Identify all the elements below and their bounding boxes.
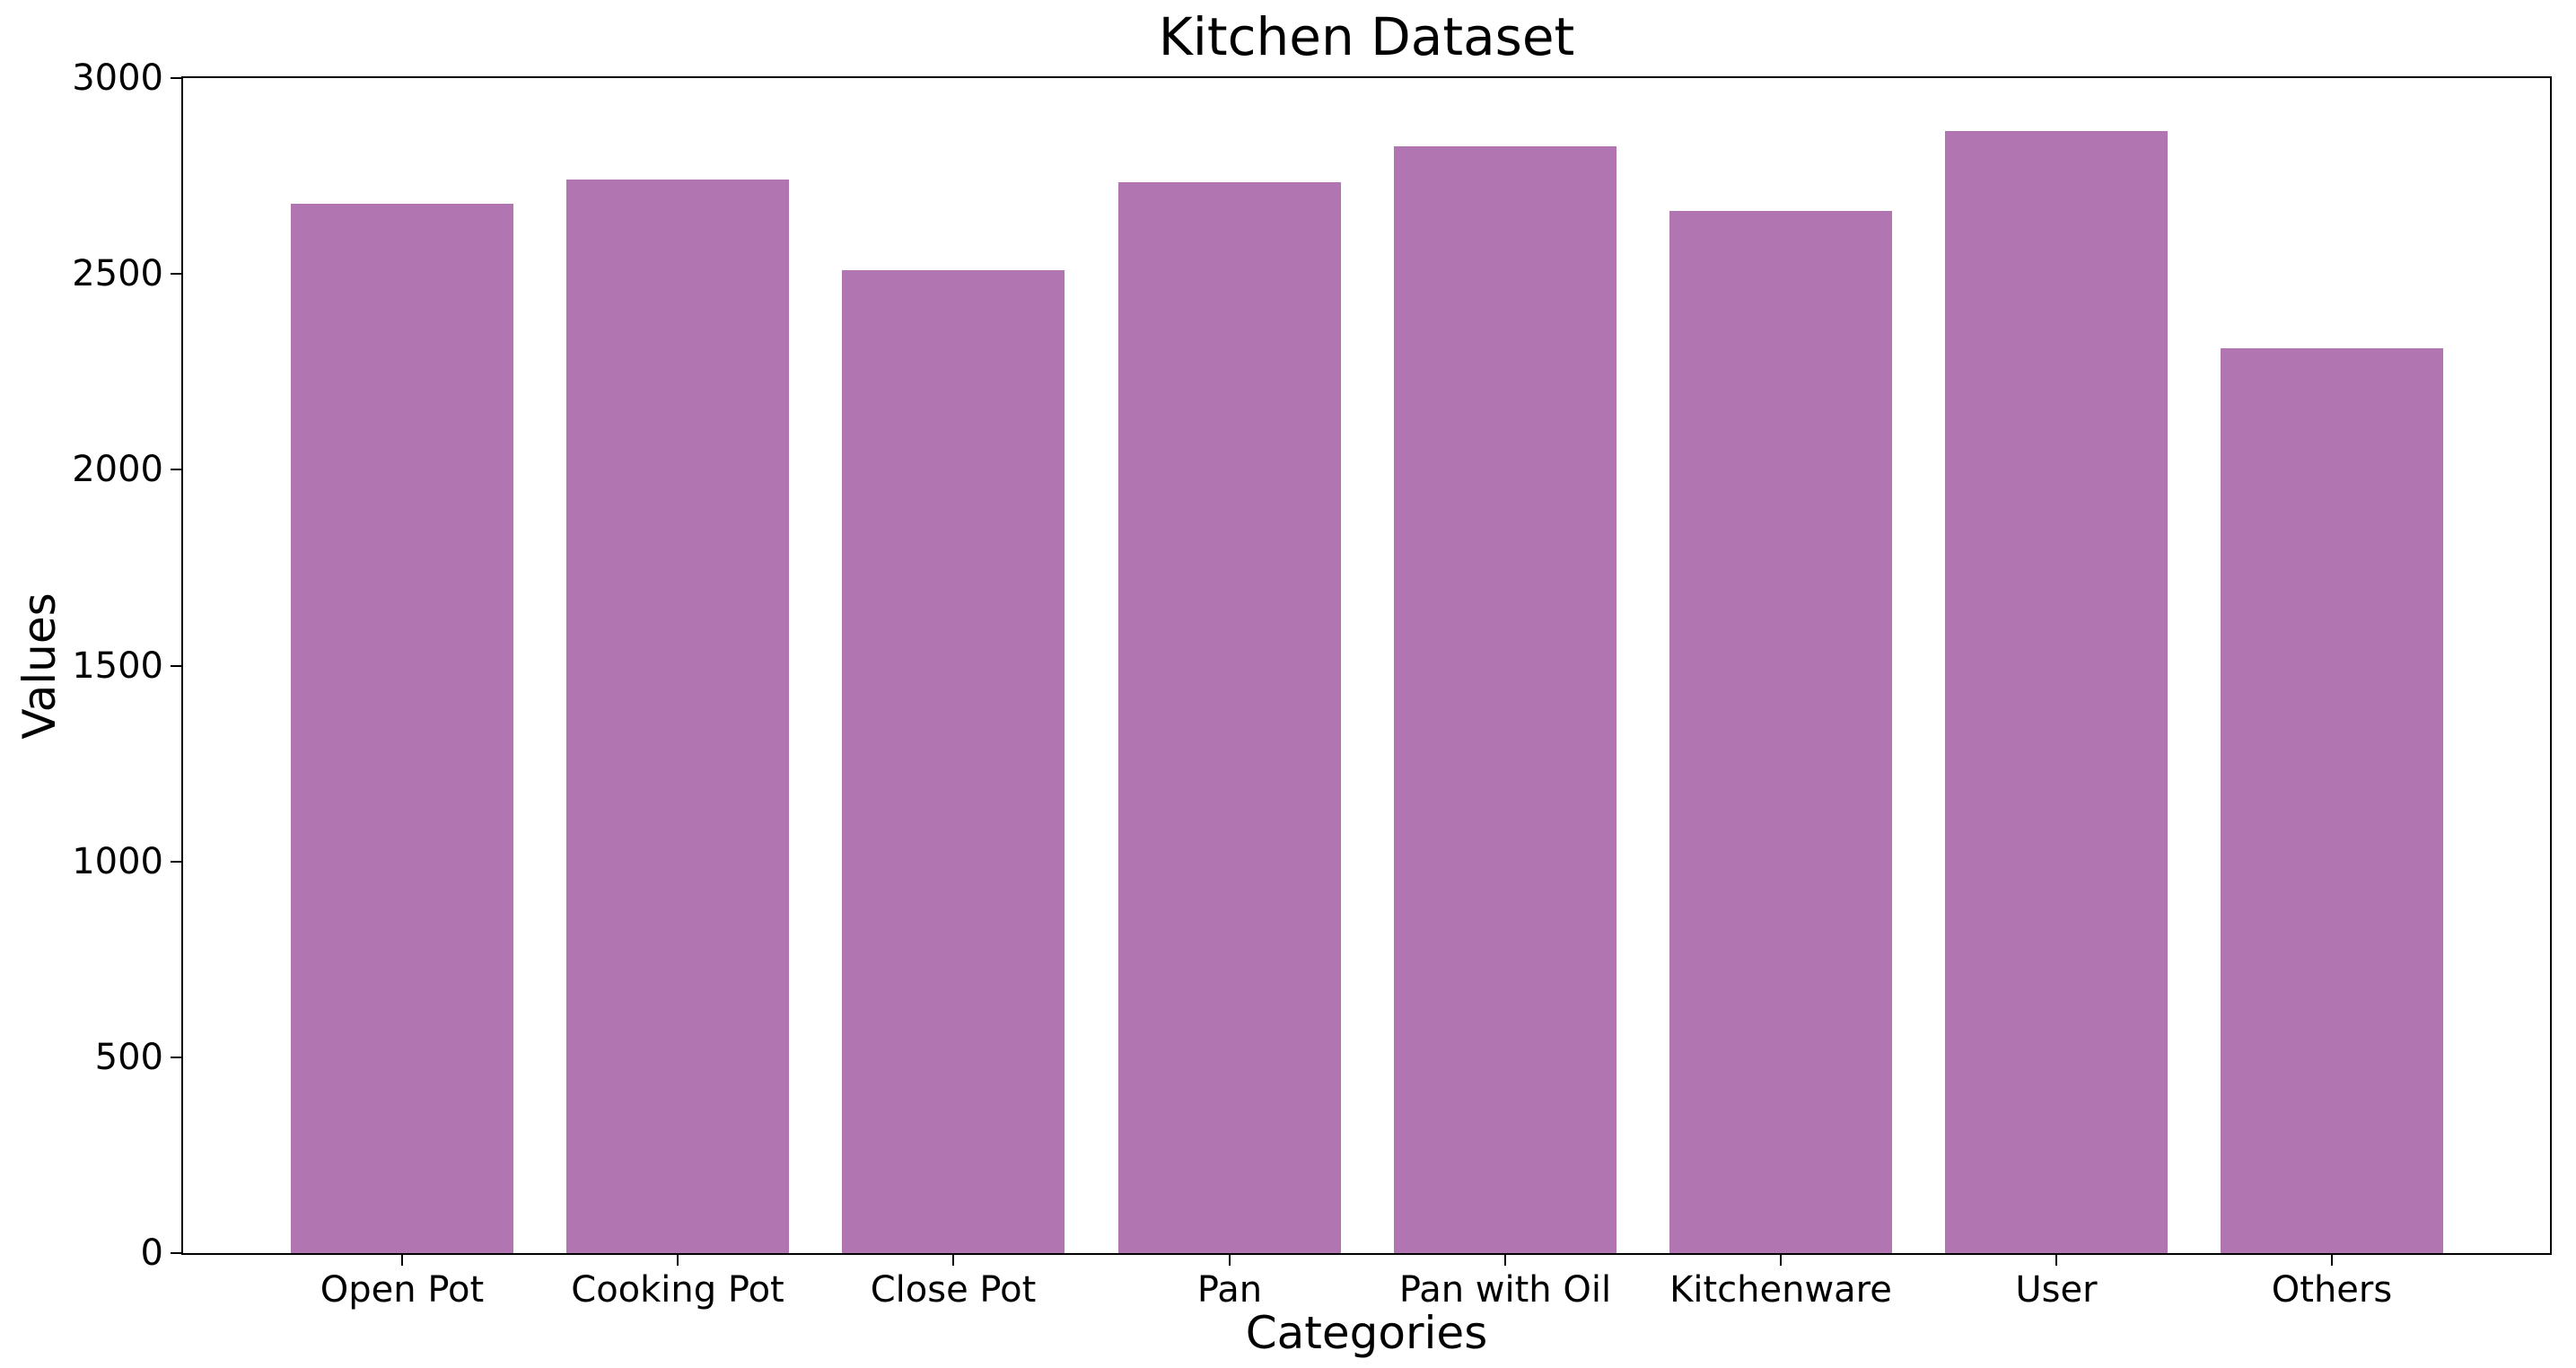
bar-pan-with-oil bbox=[1394, 146, 1617, 1253]
x-tick-label-user: User bbox=[2015, 1269, 2098, 1311]
y-tick-mark bbox=[171, 861, 181, 863]
y-tick-label: 500 bbox=[94, 1037, 163, 1078]
x-axis-label: Categories bbox=[1245, 1307, 1488, 1359]
x-tick-label-close-pot: Close Pot bbox=[870, 1269, 1037, 1311]
y-tick-mark bbox=[171, 77, 181, 79]
y-tick-mark bbox=[171, 273, 181, 275]
y-tick-label: 3000 bbox=[72, 57, 163, 99]
plot-area bbox=[181, 76, 2552, 1255]
x-tick-label-pan: Pan bbox=[1196, 1269, 1263, 1311]
bar-pan bbox=[1118, 182, 1341, 1253]
chart-title: Kitchen Dataset bbox=[1158, 6, 1575, 67]
y-tick-mark bbox=[171, 469, 181, 470]
bar-others bbox=[2221, 348, 2443, 1253]
x-tick-label-open-pot: Open Pot bbox=[320, 1269, 485, 1311]
x-tick-mark bbox=[1229, 1255, 1231, 1266]
x-tick-mark bbox=[952, 1255, 954, 1266]
x-tick-mark bbox=[2055, 1255, 2057, 1266]
bar-user bbox=[1945, 131, 2168, 1253]
y-tick-mark bbox=[171, 1057, 181, 1058]
x-tick-mark bbox=[1504, 1255, 1506, 1266]
bar-kitchenware bbox=[1669, 211, 1892, 1253]
x-tick-mark bbox=[1780, 1255, 1782, 1266]
x-tick-label-kitchenware: Kitchenware bbox=[1669, 1269, 1892, 1311]
y-tick-label: 0 bbox=[140, 1232, 163, 1274]
bar-close-pot bbox=[842, 270, 1065, 1253]
y-tick-label: 1500 bbox=[72, 645, 163, 687]
x-tick-mark bbox=[677, 1255, 679, 1266]
x-tick-label-cooking-pot: Cooking Pot bbox=[571, 1269, 784, 1311]
x-tick-mark bbox=[2331, 1255, 2333, 1266]
y-tick-mark bbox=[171, 665, 181, 667]
y-tick-label: 2000 bbox=[72, 449, 163, 490]
x-tick-label-pan-with-oil: Pan with Oil bbox=[1398, 1269, 1612, 1311]
y-tick-label: 2500 bbox=[72, 253, 163, 294]
y-tick-mark bbox=[171, 1252, 181, 1254]
x-tick-mark bbox=[401, 1255, 403, 1266]
y-tick-label: 1000 bbox=[72, 841, 163, 882]
x-tick-label-others: Others bbox=[2271, 1269, 2393, 1311]
bar-cooking-pot bbox=[566, 180, 789, 1253]
bar-open-pot bbox=[291, 204, 513, 1253]
